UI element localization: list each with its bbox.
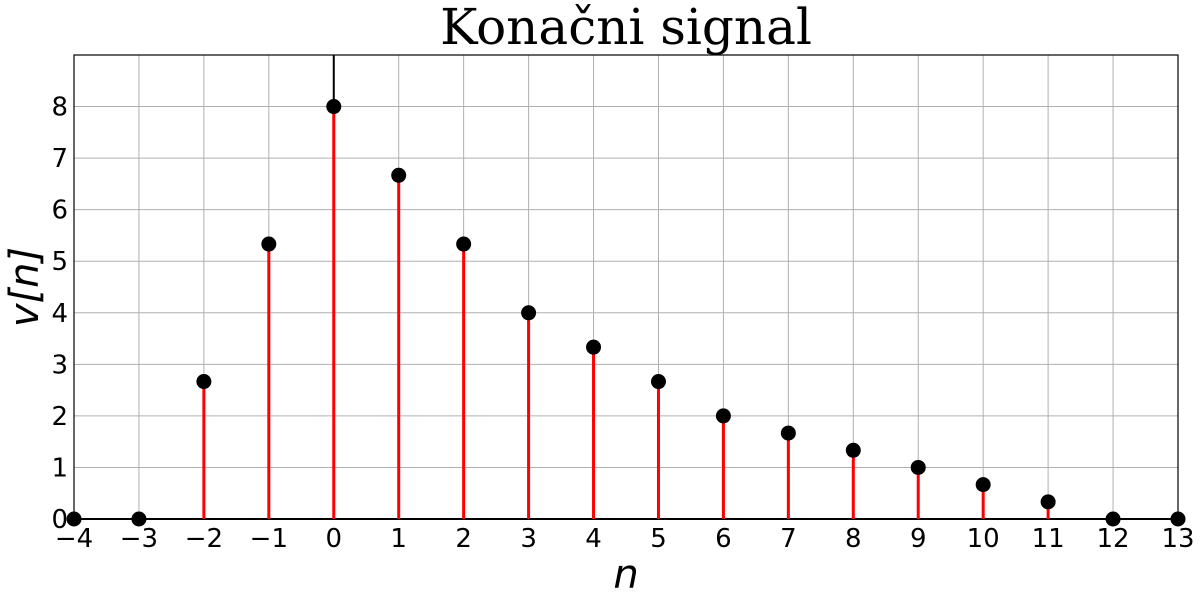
stem-marker	[131, 511, 147, 527]
x-tick-label: 0	[325, 524, 342, 554]
stem-marker	[66, 511, 82, 527]
y-tick-label: 2	[51, 402, 68, 432]
stem-marker	[521, 305, 537, 321]
stem-marker	[456, 236, 472, 252]
stem-marker	[261, 236, 277, 252]
stem-marker	[1105, 511, 1121, 527]
y-axis-label: v[n]	[2, 247, 48, 327]
stem-marker	[650, 374, 666, 390]
chart-title: Konačni signal	[440, 0, 812, 56]
y-tick-label: 6	[51, 196, 68, 226]
x-tick-label: −2	[185, 524, 223, 554]
x-tick-label: −3	[120, 524, 158, 554]
y-tick-label: 8	[51, 93, 68, 123]
x-tick-label: 1	[390, 524, 407, 554]
x-axis-label: n	[613, 552, 638, 598]
stem-marker	[391, 167, 407, 183]
x-tick-label: 4	[585, 524, 602, 554]
x-tick-label: 9	[910, 524, 927, 554]
stem-marker	[1040, 494, 1056, 510]
stem-marker	[586, 339, 602, 355]
x-tick-label: 2	[455, 524, 472, 554]
y-tick-label: 0	[51, 505, 68, 535]
y-tick-label: 7	[51, 144, 68, 174]
plot-frame	[73, 54, 1179, 520]
stem-marker	[1170, 511, 1186, 527]
x-tick-label: 13	[1161, 524, 1194, 554]
x-tick-label: 8	[845, 524, 862, 554]
y-tick-label: 1	[51, 453, 68, 483]
x-tick-label: 11	[1032, 524, 1065, 554]
x-tick-label: −4	[55, 524, 93, 554]
x-tick-label: 7	[780, 524, 797, 554]
stem-marker	[780, 425, 796, 441]
y-tick-label: 5	[51, 247, 68, 277]
stem-marker	[845, 442, 861, 458]
axes	[73, 54, 1179, 520]
x-tick-label: 10	[967, 524, 1000, 554]
y-tick-label: 3	[51, 350, 68, 380]
stem-marker	[196, 374, 212, 390]
stem-marker	[975, 477, 991, 493]
x-tick-label: 6	[715, 524, 732, 554]
stem-marker	[326, 99, 342, 115]
grid-lines	[73, 55, 1179, 520]
y-tick-label: 4	[51, 299, 68, 329]
x-tick-label: 3	[520, 524, 537, 554]
x-tick-label: −1	[250, 524, 288, 554]
stem-marker	[715, 408, 731, 424]
stem-series	[66, 99, 1186, 527]
x-tick-label: 5	[650, 524, 667, 554]
stem-marker	[910, 459, 926, 475]
x-tick-label: 12	[1097, 524, 1130, 554]
